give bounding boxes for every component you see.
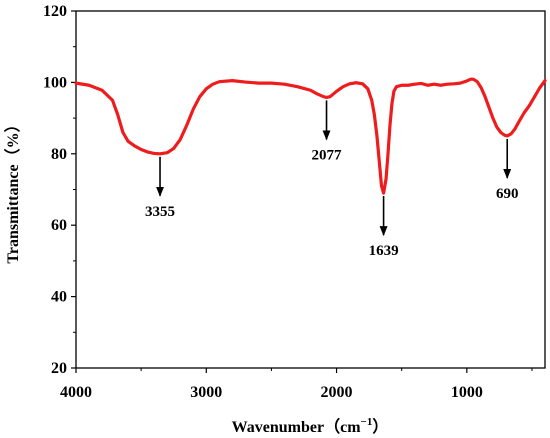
x-axis-ticks: 4000 3000 2000 1000 [60, 368, 533, 401]
plot-border [75, 10, 546, 369]
peak-label: 2077 [312, 147, 343, 163]
x-axis-title-close: ） [372, 418, 388, 436]
y-axis-title: Transmittance（%） [4, 116, 22, 263]
y-tick-label: 60 [51, 217, 67, 234]
x-axis-title: Wavenumber（cm−1） [232, 416, 389, 436]
series-layer [74, 77, 547, 195]
y-tick-label: 80 [51, 146, 67, 163]
y-tick-label: 100 [43, 74, 67, 91]
y-tick-label: 120 [43, 3, 67, 20]
x-axis-title-superscript: −1 [361, 416, 373, 428]
spectrum-line [74, 77, 547, 195]
x-tick-label: 4000 [60, 384, 92, 401]
peak-label: 690 [496, 186, 519, 202]
y-tick-label: 40 [51, 289, 67, 306]
y-axis-ticks: 20 40 60 80 100 120 [43, 3, 76, 377]
y-tick-label: 20 [51, 360, 67, 377]
x-tick-label: 3000 [190, 384, 222, 401]
x-tick-label: 1000 [451, 384, 483, 401]
x-axis-title-main: Wavenumber（cm [232, 418, 362, 436]
x-tick-label: 2000 [321, 384, 353, 401]
peak-annotations: 3355 2077 1639 690 [145, 100, 518, 259]
peak-label: 3355 [145, 204, 175, 220]
plot-frame [75, 10, 546, 369]
peak-label: 1639 [369, 243, 399, 259]
